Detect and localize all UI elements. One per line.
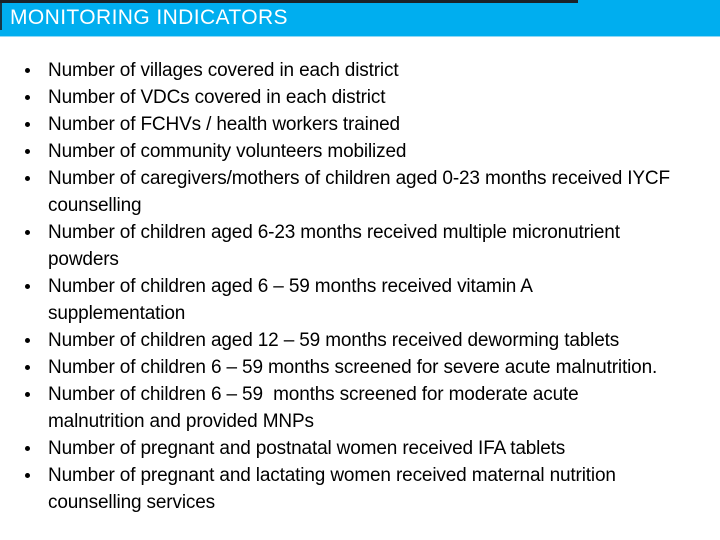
bullet-dot-icon [25,122,30,127]
bullet-text: Number of children aged 6-23 months rece… [48,219,720,273]
slide-body: Number of villages covered in each distr… [0,37,720,516]
bullet-text-line: powders [48,249,119,270]
bullet-dot-icon [25,68,30,73]
bullet-item: Number of FCHVs / health workers trained [0,111,720,138]
bullet-item: Number of villages covered in each distr… [0,57,720,84]
bullet-text: Number of children aged 12 – 59 months r… [48,327,720,354]
bullet-text-line: Number of pregnant and lactating women r… [48,465,616,486]
bullet-dot-icon [25,473,30,478]
bullet-list: Number of villages covered in each distr… [0,37,720,516]
bullet-item: Number of children aged 6 – 59 months re… [0,273,720,327]
bullet-item: Number of pregnant and postnatal women r… [0,435,720,462]
bullet-item: Number of caregivers/mothers of children… [0,165,720,219]
bullet-dot-icon [25,338,30,343]
slide-title: MONITORING INDICATORS [10,6,288,29]
bullet-text: Number of community volunteers mobilized [48,138,720,165]
bullet-text: Number of children 6 – 59 months screene… [48,354,720,381]
bullet-dot-icon [25,392,30,397]
left-edge-strip [0,0,2,30]
bullet-text-line: Number of FCHVs / health workers trained [48,114,400,135]
bullet-text: Number of VDCs covered in each district [48,84,720,111]
bullet-item: Number of children 6 – 59 months screene… [0,354,720,381]
bullet-text-line: Number of children aged 6 – 59 months re… [48,276,533,297]
top-edge-strip [0,0,578,3]
bullet-text: Number of children aged 6 – 59 months re… [48,273,720,327]
bullet-text-line: malnutrition and provided MNPs [48,411,314,432]
bullet-text: Number of villages covered in each distr… [48,57,720,84]
bullet-text-line: counselling [48,195,142,216]
bullet-dot-icon [25,365,30,370]
bullet-item: Number of pregnant and lactating women r… [0,462,720,516]
bullet-text-line: Number of children aged 12 – 59 months r… [48,330,620,351]
bullet-dot-icon [25,446,30,451]
bullet-text-line: Number of children 6 – 59 months screene… [48,357,658,378]
title-bar: MONITORING INDICATORS [0,0,720,37]
bullet-text: Number of pregnant and postnatal women r… [48,435,720,462]
bullet-text-line: counselling services [48,492,216,513]
bullet-text-line: Number of caregivers/mothers of children… [48,168,670,189]
bullet-dot-icon [25,176,30,181]
bullet-item: Number of children aged 6-23 months rece… [0,219,720,273]
bullet-text-line: Number of community volunteers mobilized [48,141,407,162]
bullet-dot-icon [25,149,30,154]
bullet-text-line: Number of children aged 6-23 months rece… [48,222,620,243]
bullet-text: Number of caregivers/mothers of children… [48,165,720,219]
bullet-item: Number of community volunteers mobilized [0,138,720,165]
bullet-text: Number of FCHVs / health workers trained [48,111,720,138]
bullet-text-line: Number of pregnant and postnatal women r… [48,438,566,459]
bullet-dot-icon [25,230,30,235]
bullet-text-line: Number of VDCs covered in each district [48,87,386,108]
bullet-text: Number of pregnant and lactating women r… [48,462,720,516]
bullet-item: Number of children aged 12 – 59 months r… [0,327,720,354]
bullet-text-line: Number of villages covered in each distr… [48,60,399,81]
bullet-item: Number of children 6 – 59 months screene… [0,381,720,435]
bullet-dot-icon [25,95,30,100]
bullet-text-line: Number of children 6 – 59 months screene… [48,384,579,405]
bullet-item: Number of VDCs covered in each district [0,84,720,111]
bullet-dot-icon [25,284,30,289]
bullet-text-line: supplementation [48,303,186,324]
bullet-text: Number of children 6 – 59 months screene… [48,381,720,435]
